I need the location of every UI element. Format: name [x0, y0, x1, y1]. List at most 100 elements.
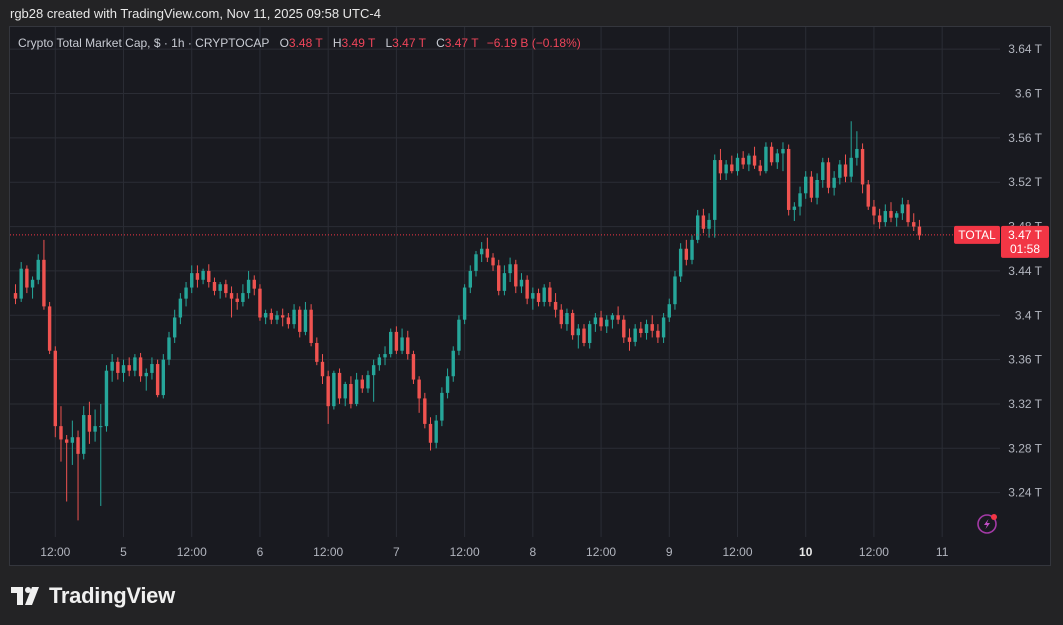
candle-body: [860, 148, 865, 185]
candle-body: [502, 273, 507, 291]
close-value: 3.47 T: [444, 36, 479, 50]
candle: [752, 146, 757, 169]
candle: [212, 277, 217, 296]
candle-body: [417, 379, 421, 399]
price-tag-countdown: 01:58: [1010, 242, 1040, 256]
candle: [389, 328, 393, 358]
candle-body: [838, 164, 842, 178]
candle-body: [337, 372, 342, 399]
candle: [434, 415, 438, 449]
lightning-icon[interactable]: [977, 514, 997, 534]
candle: [798, 186, 802, 216]
candle-body: [400, 337, 404, 351]
candle-body: [531, 293, 535, 299]
candle-body: [582, 328, 586, 343]
open-value: 3.48 T: [288, 36, 323, 50]
time-axis[interactable]: 12:00 5 12:00 6 12:00 7 12:00 8 12:00 9 12:00 10 12:…: [40, 545, 948, 559]
candle-body: [389, 331, 393, 355]
candle-body: [138, 357, 143, 377]
change-value: −6.19 B (−0.18%): [486, 36, 581, 50]
candle: [724, 160, 728, 180]
candle: [349, 376, 353, 409]
candle-body: [741, 157, 745, 165]
candle-body: [201, 270, 205, 280]
candle-body: [565, 313, 569, 325]
candle-body: [70, 437, 75, 443]
candle: [400, 328, 404, 355]
candle: [832, 171, 836, 196]
candle: [64, 435, 69, 502]
candle-body: [19, 268, 23, 299]
candle: [519, 273, 524, 294]
candle-body: [360, 379, 364, 389]
candle-body: [190, 273, 194, 288]
candle-body: [798, 193, 802, 207]
candle: [76, 430, 80, 521]
candle-body: [195, 273, 200, 280]
tradingview-logo[interactable]: TradingView: [11, 583, 175, 608]
candle-body: [258, 288, 262, 318]
price-tick-label: 3.44 T: [1008, 264, 1042, 278]
candle: [701, 208, 706, 234]
candle-body: [172, 317, 177, 338]
candle-body: [786, 148, 791, 210]
candle: [508, 257, 512, 282]
candle-body: [883, 211, 888, 223]
candle: [133, 354, 137, 377]
candles: [13, 121, 922, 521]
brand-name: TradingView: [49, 583, 175, 608]
candle-body: [64, 439, 69, 443]
candle: [758, 160, 762, 176]
candle: [411, 350, 416, 384]
candle-body: [548, 287, 552, 302]
candle-body: [616, 315, 620, 320]
candle-body: [127, 365, 131, 371]
candle: [275, 310, 279, 325]
time-tick-label: 12:00: [450, 545, 480, 559]
candle: [872, 199, 876, 225]
candle-body: [508, 264, 512, 274]
candle: [127, 357, 131, 377]
candle: [332, 370, 336, 410]
candle: [707, 213, 711, 238]
candle-body: [343, 384, 347, 399]
candle-body: [263, 313, 268, 318]
candle: [161, 354, 166, 399]
time-tick-label: 12:00: [722, 545, 752, 559]
candle: [218, 282, 222, 299]
candle: [354, 372, 359, 407]
candle: [303, 301, 308, 336]
candle: [360, 375, 364, 393]
candle: [843, 154, 848, 183]
chart-panel[interactable]: 3.24 T 3.28 T 3.32 T 3.36 T 3.4 T 3.44 T 3.48 …: [9, 26, 1051, 566]
candle: [377, 354, 382, 371]
candle: [906, 199, 910, 227]
candle-body: [735, 157, 740, 172]
candle-body: [326, 376, 330, 407]
candle-body: [644, 324, 649, 333]
candle-body: [434, 420, 438, 443]
candle: [553, 293, 558, 318]
candle-body: [559, 309, 563, 325]
candle: [644, 319, 649, 340]
candle: [582, 324, 586, 347]
candle-body: [673, 276, 677, 305]
candle: [804, 171, 808, 199]
candle-body: [656, 330, 660, 338]
candle: [184, 282, 188, 307]
candle: [104, 365, 109, 432]
candle-body: [207, 270, 211, 282]
time-tick-label: 5: [120, 545, 127, 559]
candle: [42, 239, 46, 310]
candle-body: [843, 164, 848, 177]
price-tick-label: 3.24 T: [1008, 486, 1042, 500]
candle-body: [246, 279, 251, 294]
candlestick-chart[interactable]: 3.24 T 3.28 T 3.32 T 3.36 T 3.4 T 3.44 T 3.48 …: [10, 27, 1050, 565]
candle-body: [678, 248, 683, 277]
candle-body: [383, 354, 387, 358]
candle: [417, 376, 421, 413]
candle-body: [292, 309, 296, 325]
candle-body: [479, 248, 484, 255]
time-tick-label: 12:00: [40, 545, 70, 559]
price-axis[interactable]: 3.24 T3.28 T3.32 T3.36 T3.4 T3.44 T3.48 …: [1008, 42, 1042, 499]
